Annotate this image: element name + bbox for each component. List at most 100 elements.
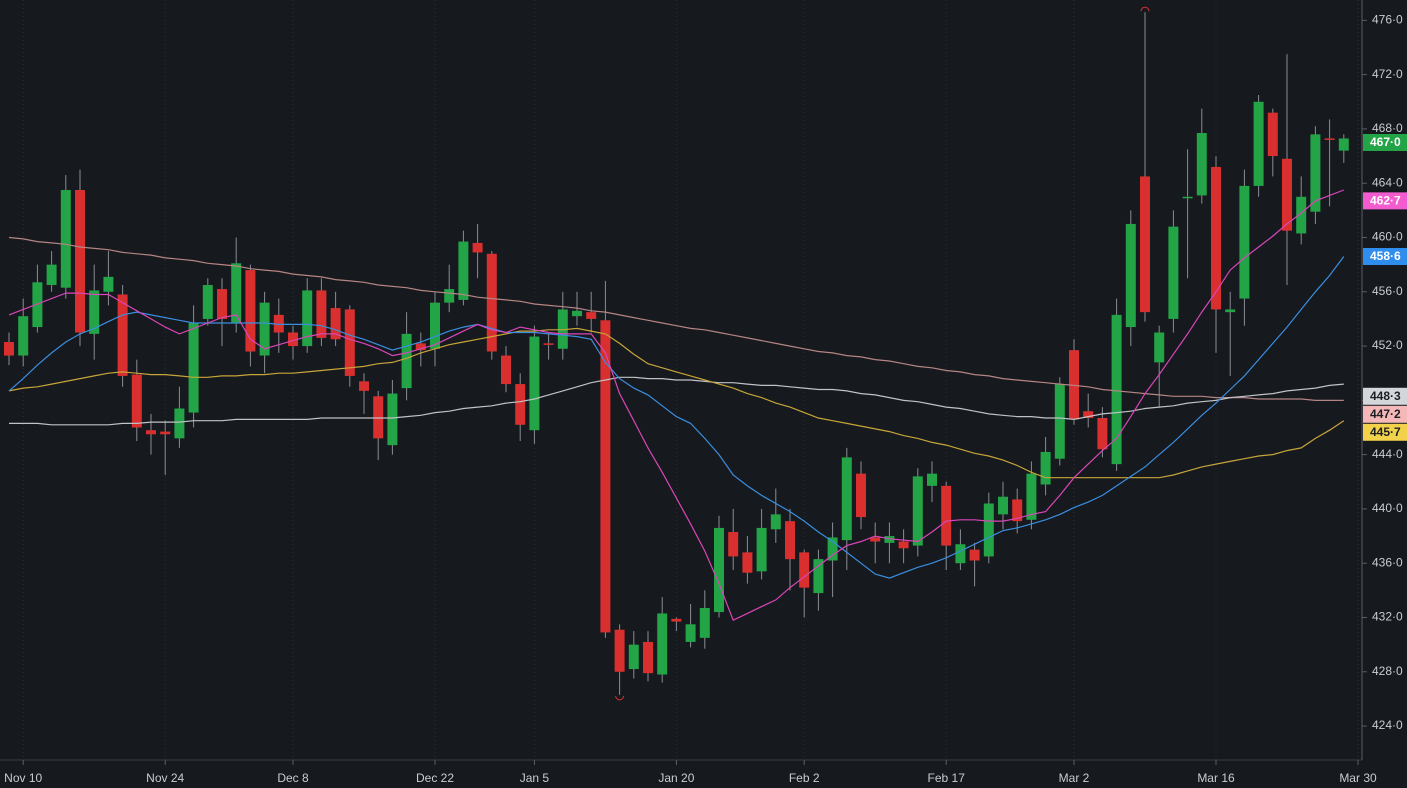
candle-body xyxy=(770,514,781,530)
candle-body xyxy=(430,302,440,349)
candle-body xyxy=(316,290,327,338)
candle-body xyxy=(870,537,881,542)
price-tag xyxy=(1363,387,1407,405)
candle-body xyxy=(1239,185,1250,299)
x-tick-label: Dec 22 xyxy=(416,771,454,785)
y-tick-label: 460·0 xyxy=(1372,230,1403,244)
x-tick-label: Feb 17 xyxy=(928,771,966,785)
candle-body xyxy=(1253,101,1264,186)
candle-body xyxy=(699,608,710,638)
x-tick-label: Mar 30 xyxy=(1339,771,1377,785)
candle-body xyxy=(998,496,1008,515)
candle-body xyxy=(543,343,554,345)
x-tick-label: Jan 20 xyxy=(658,771,694,785)
ma-line xyxy=(8,189,1345,622)
candle-body xyxy=(458,241,469,300)
price-tag xyxy=(1363,405,1407,423)
candle-body xyxy=(131,374,142,428)
candle-body xyxy=(1097,418,1108,450)
ma-line xyxy=(8,256,1345,579)
candle-body xyxy=(89,290,100,334)
candle-body xyxy=(1111,314,1122,465)
candle-body xyxy=(827,537,838,561)
x-tick-label: Feb 2 xyxy=(789,771,820,785)
candle-body xyxy=(501,355,511,385)
candle-body xyxy=(1211,166,1221,310)
candle-body xyxy=(217,289,227,319)
candle-body xyxy=(799,552,810,588)
y-tick-label: 464·0 xyxy=(1372,175,1403,189)
candle-body xyxy=(231,263,242,323)
candle-body xyxy=(1012,499,1023,522)
candle-body xyxy=(103,276,114,292)
high-marker xyxy=(1140,6,1150,12)
y-tick-label: 436·0 xyxy=(1372,555,1403,569)
candle-body xyxy=(259,302,270,356)
candle-body xyxy=(1054,384,1065,459)
candle-body xyxy=(572,310,582,317)
candle-body xyxy=(600,320,611,633)
candle-body xyxy=(202,285,213,319)
candle-body xyxy=(46,264,57,285)
candle-body xyxy=(1182,196,1193,199)
candle-body xyxy=(955,544,966,564)
price-tag-label: 458·6 xyxy=(1370,249,1401,263)
candle-body xyxy=(288,332,298,347)
candle-body xyxy=(841,457,852,541)
candle-body xyxy=(1154,332,1165,363)
ma-line xyxy=(8,327,1345,479)
candle-body xyxy=(302,290,313,347)
candle-body xyxy=(671,618,682,622)
candle-body xyxy=(927,473,937,486)
candle-body xyxy=(657,613,668,675)
candle-body xyxy=(472,242,483,253)
price-tag xyxy=(1363,423,1407,441)
candle-body xyxy=(330,308,341,340)
candle-body xyxy=(146,430,156,435)
candle-body xyxy=(387,393,398,446)
price-tag xyxy=(1363,248,1407,265)
candle-body xyxy=(1168,226,1179,319)
candle-body xyxy=(1040,451,1051,485)
candle-body xyxy=(1310,134,1321,212)
candle-body xyxy=(444,289,455,303)
candle-body xyxy=(486,253,497,352)
candle-body xyxy=(4,342,14,356)
x-tick-label: Nov 24 xyxy=(146,771,184,785)
x-tick-label: Mar 16 xyxy=(1197,771,1235,785)
candle-body xyxy=(1069,350,1079,420)
candle-body xyxy=(884,536,895,543)
candle-body xyxy=(117,294,128,376)
candle-body xyxy=(174,408,185,439)
y-tick-label: 424·0 xyxy=(1372,718,1403,732)
candle-body xyxy=(728,532,739,557)
candle-body xyxy=(983,503,994,557)
y-tick-label: 428·0 xyxy=(1372,664,1403,678)
y-tick-label: 440·0 xyxy=(1372,501,1403,515)
candle-body xyxy=(359,381,369,391)
candle-body xyxy=(586,312,597,319)
candle-body xyxy=(515,384,526,425)
price-tag xyxy=(1363,192,1407,210)
y-tick-label: 468·0 xyxy=(1372,121,1403,135)
candle-body xyxy=(273,314,284,333)
low-marker xyxy=(615,695,625,701)
candle-body xyxy=(1196,133,1207,196)
candle-body xyxy=(557,309,568,349)
ma-line xyxy=(9,376,1344,426)
price-tag-label: 447·2 xyxy=(1370,407,1401,421)
x-tick-label: Jan 5 xyxy=(520,771,550,785)
x-tick-label: Dec 8 xyxy=(277,771,309,785)
candle-body xyxy=(1125,223,1136,328)
candle-body xyxy=(18,316,29,356)
candle-body xyxy=(614,629,625,672)
x-tick-label: Mar 2 xyxy=(1059,771,1090,785)
candle-body xyxy=(1026,473,1037,520)
candle-body xyxy=(1267,112,1278,157)
candle-body xyxy=(1296,196,1307,234)
candle-body xyxy=(1083,411,1094,418)
price-tag-label: 448·3 xyxy=(1370,389,1401,403)
x-tick-label: Nov 10 xyxy=(4,771,42,785)
price-tag-label: 462·7 xyxy=(1370,194,1401,208)
